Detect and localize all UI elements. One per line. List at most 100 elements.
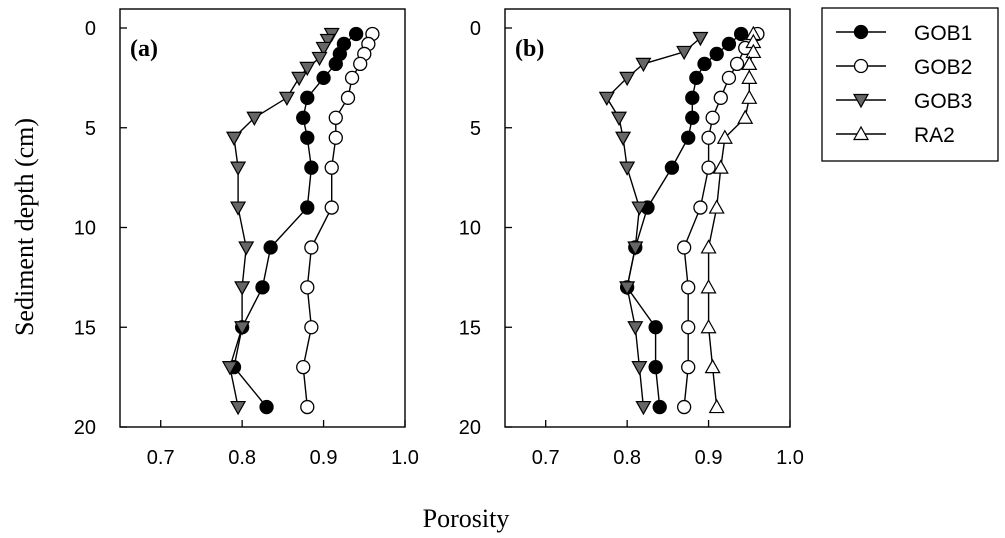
data-point-gob2 <box>296 359 311 375</box>
data-point-gob1 <box>721 36 737 52</box>
data-point-gob1 <box>697 56 712 72</box>
data-point-gob3 <box>225 131 243 146</box>
x-tick-label: 1.0 <box>776 447 804 469</box>
data-point-gob2 <box>324 160 339 175</box>
y-tick-label: 0 <box>85 18 96 40</box>
data-point-gob3 <box>635 57 652 73</box>
y-tick-label: 0 <box>470 18 481 40</box>
data-point-gob1 <box>328 56 343 72</box>
data-point-gob3 <box>278 91 295 107</box>
data-point-gob1 <box>733 26 749 42</box>
data-point-gob1 <box>685 110 700 125</box>
data-point-gob1 <box>316 70 331 86</box>
data-point-gob1 <box>259 399 274 415</box>
x-tick-label: 0.9 <box>310 447 338 469</box>
data-point-gob1 <box>664 160 680 175</box>
legend-item-ra2: RA2 <box>836 124 955 147</box>
legend-marker-gob1 <box>853 24 869 40</box>
legend-item-gob3: GOB3 <box>836 90 972 113</box>
series-line-gob3 <box>229 33 333 408</box>
x-tick-label: 0.8 <box>228 447 256 469</box>
data-point-gob1 <box>255 280 270 295</box>
y-tick-label: 10 <box>459 218 481 240</box>
data-point-gob1 <box>296 110 311 125</box>
data-point-gob2 <box>328 110 343 125</box>
data-point-gob3 <box>631 361 648 376</box>
data-point-gob3 <box>676 45 693 61</box>
y-tick-label: 5 <box>470 118 481 140</box>
data-point-gob1 <box>263 240 278 255</box>
legend-label: GOB2 <box>914 56 972 79</box>
x-tick-label: 0.7 <box>147 447 175 469</box>
data-point-gob3 <box>299 61 316 77</box>
data-point-gob3 <box>619 281 636 296</box>
data-point-ra2 <box>712 159 729 174</box>
plot-frame <box>119 8 406 428</box>
x-tick-label: 0.8 <box>613 447 641 469</box>
data-point-gob3 <box>221 361 238 376</box>
panels: 0.7 0.8 0.9 1.0 0 5 10 15 20 (a) 0.7 0.8 0.9 1.0 0 5 10 1… <box>74 8 804 469</box>
data-point-gob3 <box>619 71 636 87</box>
data-point-ra2 <box>716 129 733 144</box>
data-point-gob1 <box>348 26 364 42</box>
data-point-gob3 <box>234 321 251 336</box>
data-point-gob1 <box>300 90 315 105</box>
data-point-gob3 <box>234 281 251 296</box>
panel-label: (a) <box>130 36 158 62</box>
data-point-ra2 <box>700 319 717 334</box>
data-point-gob2 <box>324 200 339 215</box>
y-tick-label: 20 <box>74 417 96 439</box>
data-point-gob3 <box>230 161 247 176</box>
series-line-gob2 <box>683 33 758 408</box>
data-point-ra2 <box>745 43 762 59</box>
data-point-gob2 <box>681 280 696 295</box>
data-point-gob3 <box>598 91 615 107</box>
data-point-gob2 <box>304 320 319 335</box>
data-point-gob1 <box>300 130 315 145</box>
data-point-gob1 <box>300 200 315 215</box>
data-point-ra2 <box>741 89 758 104</box>
panel-a: 0.7 0.8 0.9 1.0 0 5 10 15 20 (a) <box>74 8 419 469</box>
series-gob2 <box>676 26 765 415</box>
data-point-gob2 <box>328 130 343 145</box>
data-point-gob3 <box>319 33 336 49</box>
data-point-gob2 <box>353 56 368 72</box>
data-point-ra2 <box>704 358 721 374</box>
series-line-ra2 <box>707 34 755 408</box>
y-tick-label: 15 <box>74 317 96 339</box>
data-point-gob2 <box>340 90 356 105</box>
data-point-gob2 <box>729 56 745 72</box>
data-point-ra2 <box>741 69 758 84</box>
data-point-gob2 <box>701 130 716 145</box>
series-line-gob3 <box>605 37 701 408</box>
data-point-gob3 <box>311 51 328 67</box>
data-point-gob3 <box>627 321 644 336</box>
data-point-gob2 <box>344 70 360 86</box>
data-point-gob2 <box>676 399 692 415</box>
data-point-ra2 <box>741 55 758 71</box>
legend-marker-gob2 <box>853 58 869 74</box>
data-point-ra2 <box>708 199 725 214</box>
data-point-gob2 <box>705 110 720 125</box>
data-point-gob1 <box>709 46 724 62</box>
legend-marker-ra2 <box>852 125 870 141</box>
data-point-gob1 <box>689 70 704 86</box>
legend-label: GOB1 <box>914 22 972 45</box>
data-point-ra2 <box>700 279 717 294</box>
data-point-gob3 <box>635 400 652 416</box>
series-ra2 <box>700 25 762 414</box>
data-point-gob2 <box>721 70 737 86</box>
series-line-gob1 <box>233 33 357 408</box>
y-tick-label: 5 <box>85 118 96 140</box>
data-point-gob3 <box>246 111 263 127</box>
data-point-gob1 <box>685 90 700 105</box>
x-tick-label: 0.9 <box>695 447 723 469</box>
legend: GOB1 GOB2 GOB3 RA2 <box>821 7 999 162</box>
data-point-gob2 <box>701 160 716 175</box>
plot-frame <box>504 8 791 428</box>
data-point-gob3 <box>627 241 644 256</box>
data-point-ra2 <box>737 109 754 124</box>
legend-item-gob2: GOB2 <box>836 56 972 79</box>
data-point-gob1 <box>648 359 663 375</box>
